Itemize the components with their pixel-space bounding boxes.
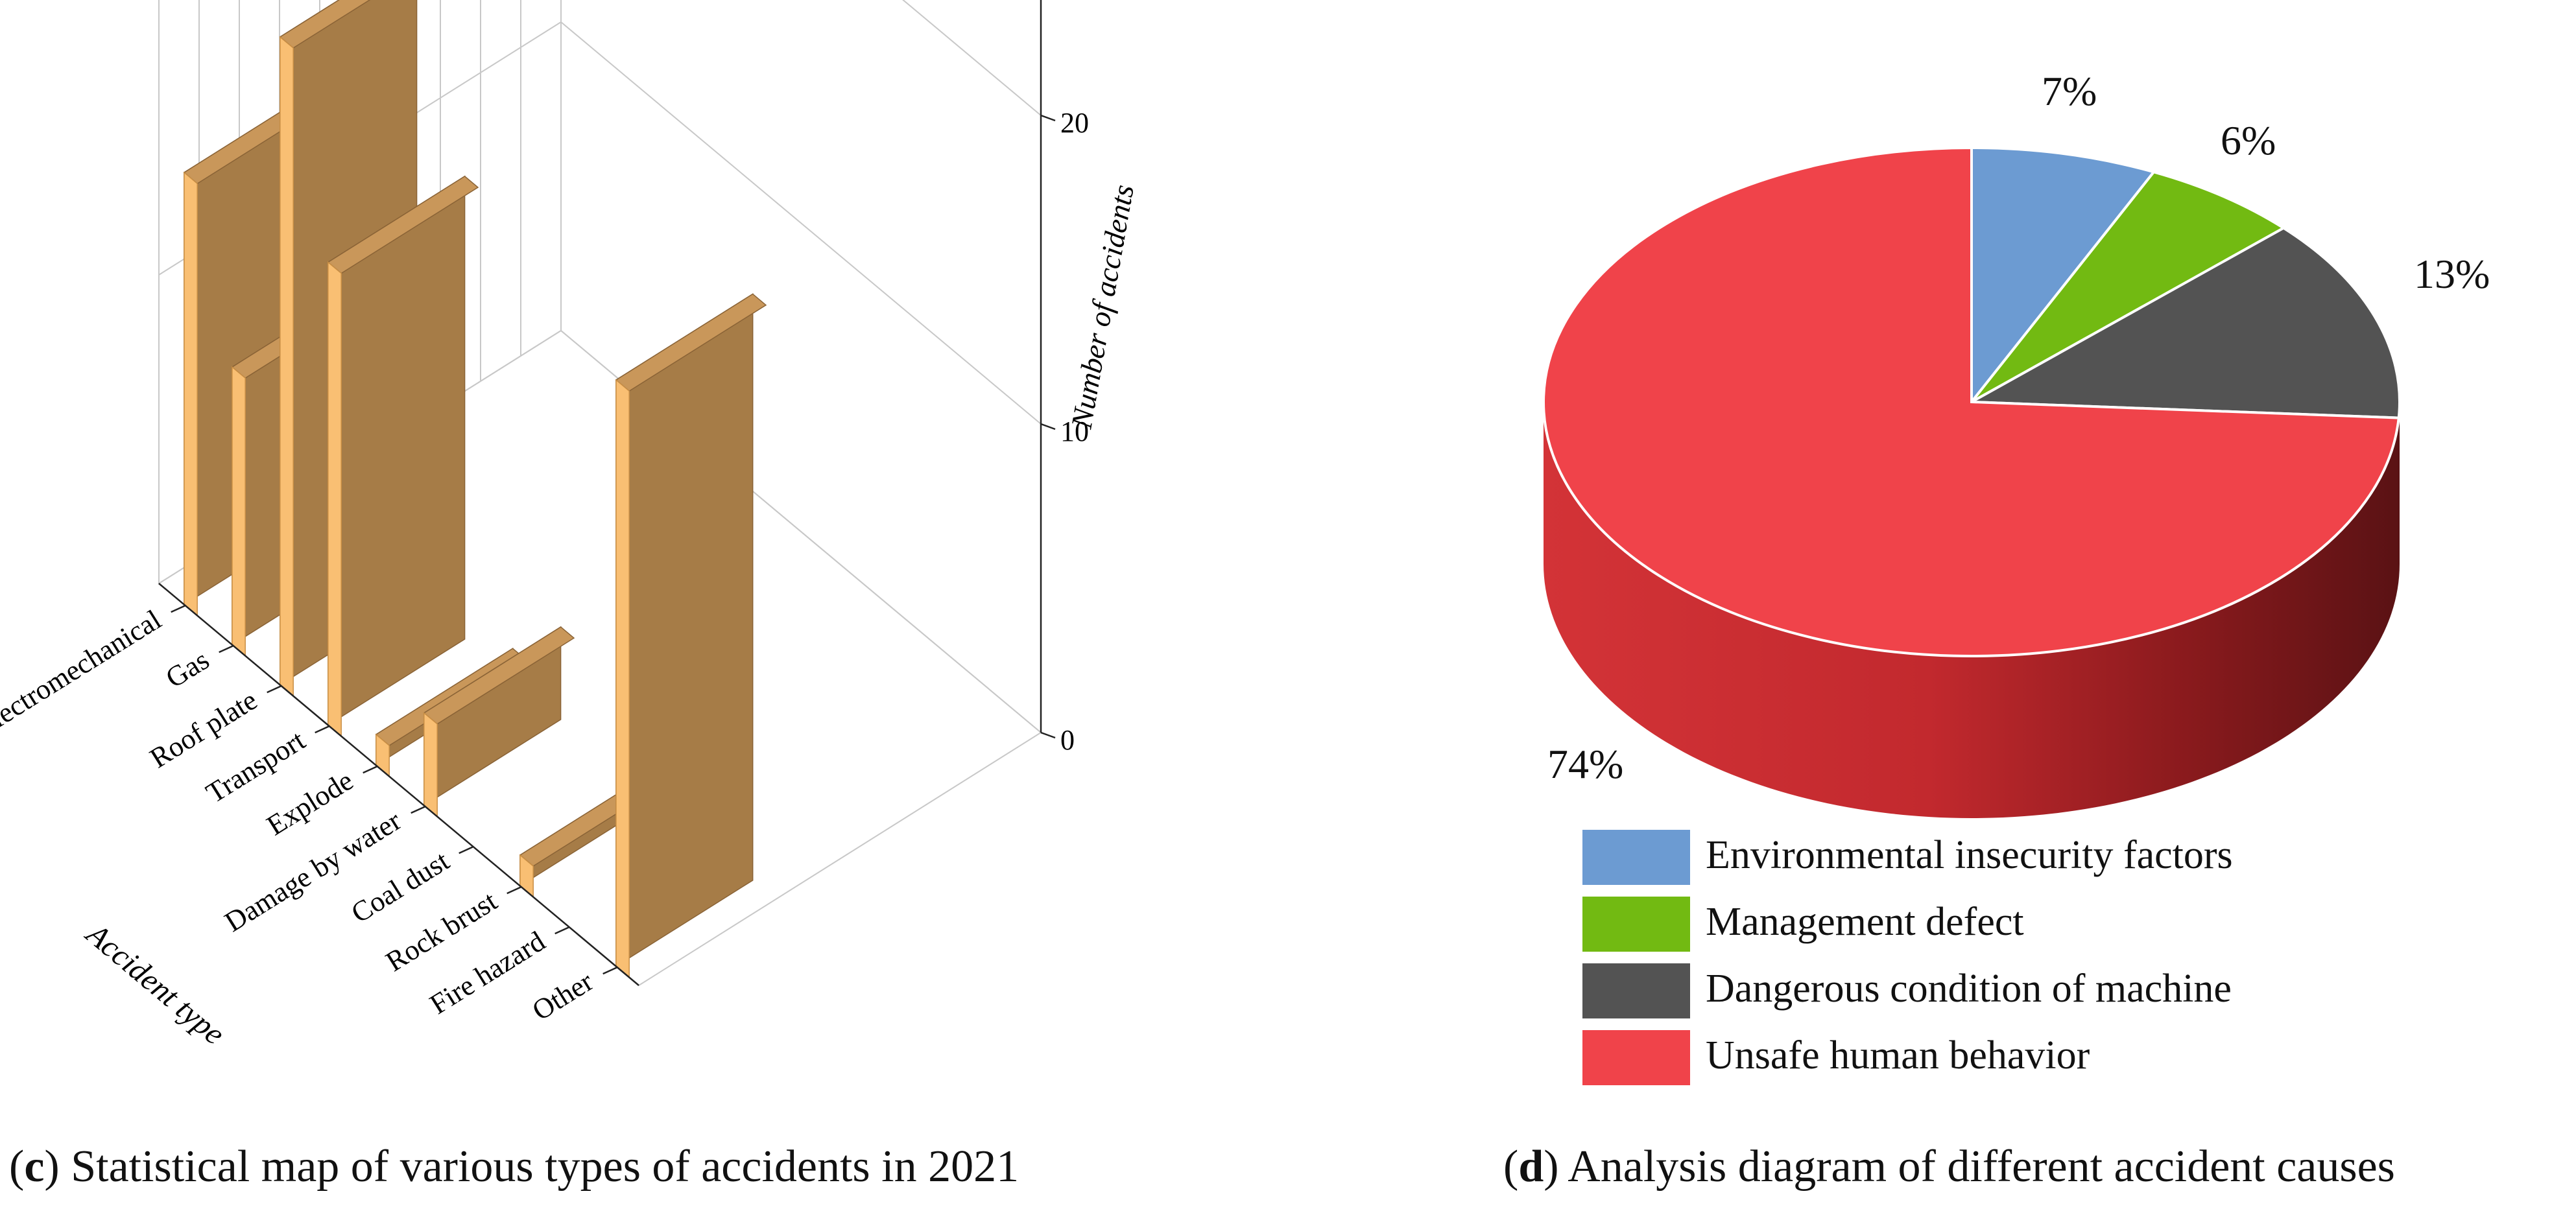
legend-swatch-management bbox=[1582, 897, 1690, 952]
caption-text-c: Statistical map of various types of acci… bbox=[71, 1142, 1020, 1192]
pie-side-wall bbox=[1544, 402, 2400, 818]
bar-chart-3d: 0 10 20 Number of accidents Electromechanic… bbox=[0, 0, 1140, 1052]
z-axis: 0 10 20 Number of accidents bbox=[1040, 0, 1140, 756]
legend-swatch-machine bbox=[1582, 963, 1690, 1018]
x-tick-label-other: Other bbox=[527, 965, 599, 1027]
z-tick bbox=[1040, 114, 1056, 122]
caption-letter-c: c bbox=[24, 1142, 45, 1192]
caption-bar-chart: (c) Statistical map of various types of … bbox=[9, 1142, 1020, 1192]
bar-transport bbox=[327, 175, 479, 738]
legend-swatch-environmental bbox=[1582, 830, 1690, 885]
x-tick bbox=[219, 644, 234, 653]
legend-label-management: Management defect bbox=[1706, 900, 2024, 944]
x-tick bbox=[363, 765, 378, 774]
x-tick bbox=[171, 604, 186, 613]
x-tick bbox=[267, 685, 282, 694]
pie-label-human: 74% bbox=[1547, 741, 1624, 787]
x-tick bbox=[459, 845, 474, 854]
x-tick bbox=[315, 725, 330, 734]
x-tick bbox=[507, 886, 522, 895]
caption-letter-d: d bbox=[1518, 1142, 1544, 1192]
x-tick bbox=[555, 926, 570, 935]
x-axis-label: Accident type bbox=[78, 915, 231, 1052]
legend-swatch-human bbox=[1582, 1030, 1690, 1085]
z-tick-label-0: 0 bbox=[1060, 724, 1075, 756]
caption-pie-chart: (d) Analysis diagram of different accide… bbox=[1503, 1142, 2395, 1192]
x-tick-label-explode: Explode bbox=[261, 764, 359, 841]
x-tick-label-gas: Gas bbox=[160, 644, 215, 694]
z-axis-label: Number of accidents bbox=[1064, 182, 1140, 432]
z-tick-label-20: 20 bbox=[1060, 107, 1089, 139]
pie-label-management: 6% bbox=[2221, 117, 2276, 163]
caption-text-d: Analysis diagram of different accident c… bbox=[1568, 1142, 2395, 1192]
legend-label-machine: Dangerous condition of machine bbox=[1706, 967, 2232, 1011]
pie-label-machine: 13% bbox=[2414, 251, 2490, 297]
x-tick bbox=[602, 966, 618, 975]
legend-label-environmental: Environmental insecurity factors bbox=[1706, 833, 2233, 877]
z-tick-label-10: 10 bbox=[1060, 416, 1089, 447]
pie-label-environmental: 7% bbox=[2042, 68, 2097, 114]
x-tick bbox=[411, 805, 426, 814]
bar-other bbox=[615, 293, 767, 979]
legend-label-human: Unsafe human behavior bbox=[1706, 1033, 2090, 1077]
z-tick bbox=[1040, 731, 1056, 739]
pie-rim bbox=[1542, 147, 2401, 657]
x-tick-label-electromechanical: Electromechanical bbox=[0, 604, 167, 743]
pie-chart-3d bbox=[1542, 146, 2401, 818]
bar-chart-bars bbox=[183, 0, 767, 979]
bar-damage-by-water bbox=[423, 626, 575, 818]
x-axis-line bbox=[158, 583, 639, 986]
z-tick bbox=[1040, 423, 1056, 430]
